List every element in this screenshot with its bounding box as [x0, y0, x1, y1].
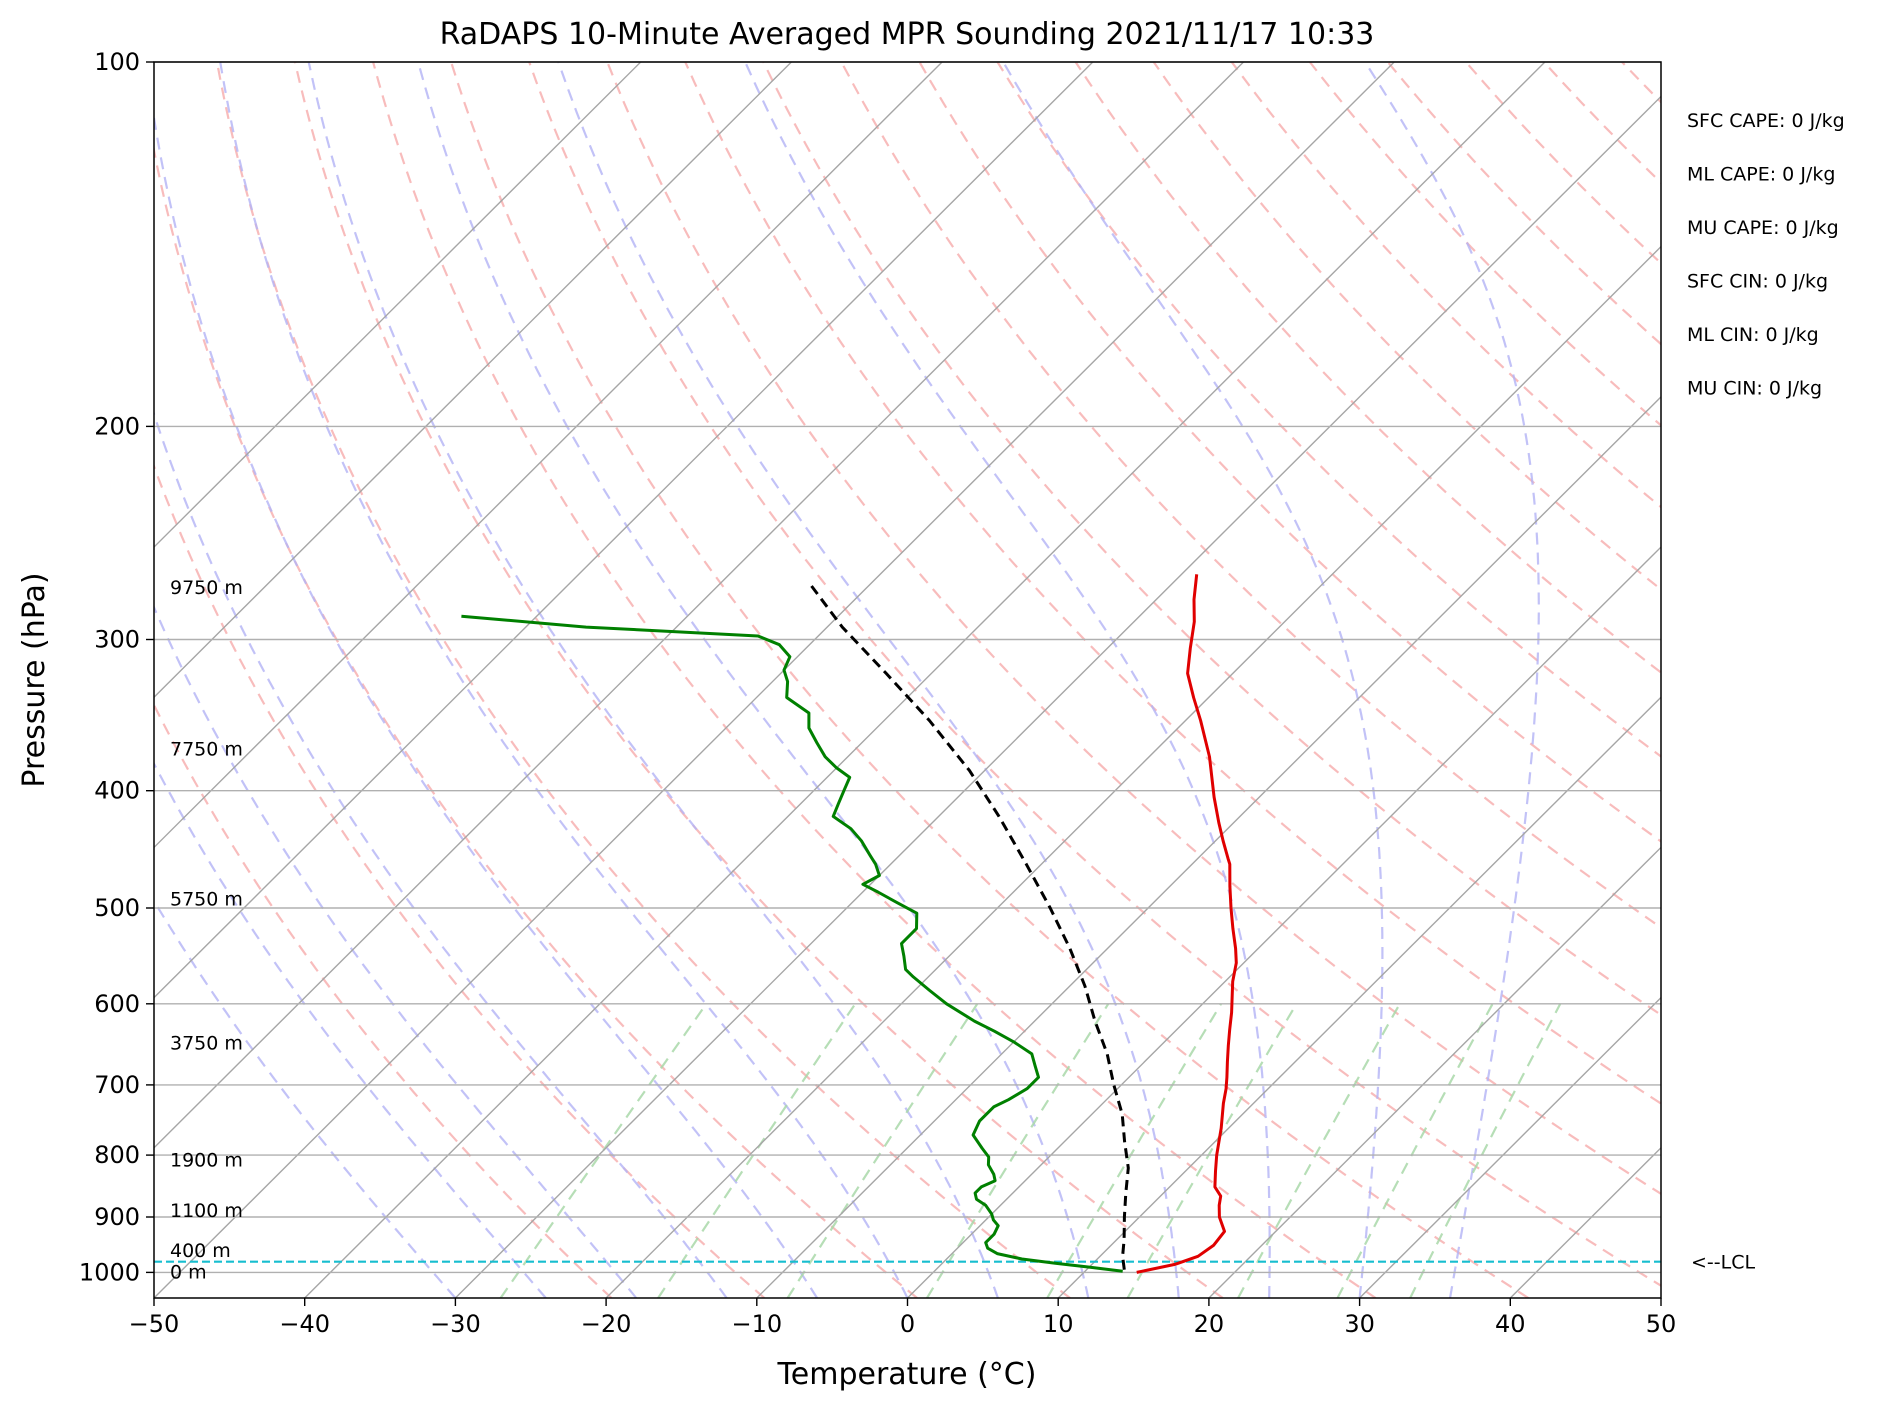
- profile-series-0: [1136, 574, 1238, 1274]
- height-label: 400 m: [170, 1240, 231, 1262]
- height-label: 1900 m: [170, 1149, 243, 1171]
- dry-adiabat: [154, 463, 766, 1298]
- isotherm: [154, 62, 1395, 1298]
- profiles: [461, 574, 1238, 1274]
- height-label: 7750 m: [170, 739, 243, 761]
- moist-adiabat: [154, 761, 547, 1298]
- mixing-ratio-line: [1336, 1003, 1494, 1298]
- x-axis-ticks: −50 −40 −30 −20 −10 0 10 20 30 40 50: [129, 1298, 1677, 1338]
- lcl-label: <--LCL: [1691, 1252, 1755, 1274]
- mixing-ratio-line: [926, 1003, 1110, 1298]
- isotherm: [154, 62, 642, 549]
- dry-adiabat: [918, 62, 1661, 843]
- dry-adiabat: [154, 144, 918, 1298]
- dry-adiabat: [1074, 62, 1661, 674]
- stat-label: ML CAPE: 0 J/kg: [1687, 164, 1835, 186]
- y-axis-ticks: 100 200 300 400 500 600 700 800 900 1000: [79, 48, 154, 1286]
- isotherm: [154, 62, 792, 699]
- isotherm: [1208, 846, 1661, 1298]
- y-tick-label: 400: [94, 777, 140, 805]
- height-label: 0 m: [170, 1261, 207, 1283]
- y-tick-label: 300: [94, 626, 140, 654]
- y-tick-label: 700: [94, 1071, 140, 1099]
- isotherm: [154, 62, 1244, 1149]
- mixing-ratio-line: [1237, 1003, 1401, 1298]
- y-tick-label: 600: [94, 990, 140, 1018]
- x-tick-label: −20: [581, 1310, 632, 1338]
- mixing-ratio-line: [1409, 1003, 1562, 1298]
- y-tick-label: 100: [94, 48, 140, 76]
- dry-adiabat: [1230, 62, 1661, 509]
- moist-adiabat: [219, 62, 909, 1298]
- x-tick-label: −40: [279, 1310, 330, 1338]
- stat-label: SFC CAPE: 0 J/kg: [1687, 110, 1845, 132]
- isotherm: [756, 395, 1661, 1298]
- dry-adiabat: [606, 62, 1661, 1196]
- y-tick-label: 1000: [79, 1258, 140, 1286]
- moist-adiabat: [744, 62, 1271, 1298]
- y-tick-label: 900: [94, 1203, 140, 1231]
- background-lines: [154, 62, 1661, 1298]
- x-tick-label: 30: [1344, 1310, 1375, 1338]
- isotherm: [154, 62, 1094, 999]
- profile-series-2: [808, 583, 1130, 1270]
- dry-adiabat: [372, 62, 1377, 1298]
- moist-adiabat: [417, 62, 1090, 1298]
- y-tick-label: 200: [94, 412, 140, 440]
- moist-adiabat: [1002, 62, 1384, 1298]
- x-tick-label: −30: [430, 1310, 481, 1338]
- height-label: 5750 m: [170, 889, 243, 911]
- x-axis-title: Temperature (°C): [777, 1357, 1037, 1392]
- mixing-ratio-line: [786, 1003, 979, 1298]
- dry-adiabat: [1152, 62, 1661, 591]
- stat-label: SFC CIN: 0 J/kg: [1687, 271, 1828, 293]
- moist-adiabat: [154, 898, 457, 1298]
- mixing-ratio-line: [1046, 1003, 1223, 1298]
- stat-label: MU CIN: 0 J/kg: [1687, 378, 1822, 400]
- profile-series-1: [461, 614, 1123, 1273]
- moist-adiabat: [154, 111, 819, 1298]
- x-tick-label: 10: [1043, 1310, 1074, 1338]
- x-tick-label: 0: [900, 1310, 915, 1338]
- mixing-ratio-line: [1126, 1003, 1298, 1298]
- dry-adiabat: [996, 62, 1661, 758]
- y-tick-label: 800: [94, 1141, 140, 1169]
- moist-adiabat: [154, 604, 638, 1298]
- dry-adiabat: [215, 62, 1071, 1298]
- y-axis-title: Pressure (hPa): [17, 572, 52, 787]
- x-tick-label: −10: [731, 1310, 782, 1338]
- isotherm: [907, 546, 1661, 1298]
- x-tick-label: −50: [129, 1310, 180, 1338]
- dry-adiabat: [762, 62, 1661, 1017]
- dry-adiabat: [293, 62, 1224, 1298]
- parameter-stats: SFC CAPE: 0 J/kg ML CAPE: 0 J/kg MU CAPE: …: [1687, 110, 1845, 400]
- stat-label: MU CAPE: 0 J/kg: [1687, 217, 1839, 239]
- isotherm: [1359, 996, 1661, 1298]
- moist-adiabat: [154, 410, 728, 1298]
- isotherm: [454, 95, 1661, 1298]
- y-tick-label: 500: [94, 894, 140, 922]
- isotherm: [1057, 696, 1661, 1298]
- stat-label: ML CIN: 0 J/kg: [1687, 324, 1819, 346]
- x-tick-label: 20: [1194, 1310, 1225, 1338]
- dry-adiabat: [154, 702, 613, 1298]
- height-label: 1100 m: [170, 1200, 243, 1222]
- moist-adiabat: [307, 62, 999, 1298]
- height-label: 9750 m: [170, 577, 243, 599]
- isotherm: [154, 62, 943, 849]
- isotherm: [304, 62, 1546, 1298]
- moist-adiabat: [1364, 62, 1540, 1298]
- chart-title: RaDAPS 10-Minute Averaged MPR Sounding 2…: [440, 17, 1375, 52]
- isotherm: [605, 245, 1661, 1298]
- dry-adiabat: [684, 62, 1661, 1105]
- dry-adiabat: [450, 62, 1529, 1298]
- height-label: 3750 m: [170, 1033, 243, 1055]
- x-tick-label: 40: [1495, 1310, 1526, 1338]
- lcl-layer: <--LCL: [154, 1252, 1755, 1274]
- moist-adiabat: [557, 62, 1180, 1298]
- x-tick-label: 50: [1646, 1310, 1677, 1338]
- height-labels: 9750 m 7750 m 5750 m 3750 m 1900 m 1100 m 400 …: [170, 577, 243, 1283]
